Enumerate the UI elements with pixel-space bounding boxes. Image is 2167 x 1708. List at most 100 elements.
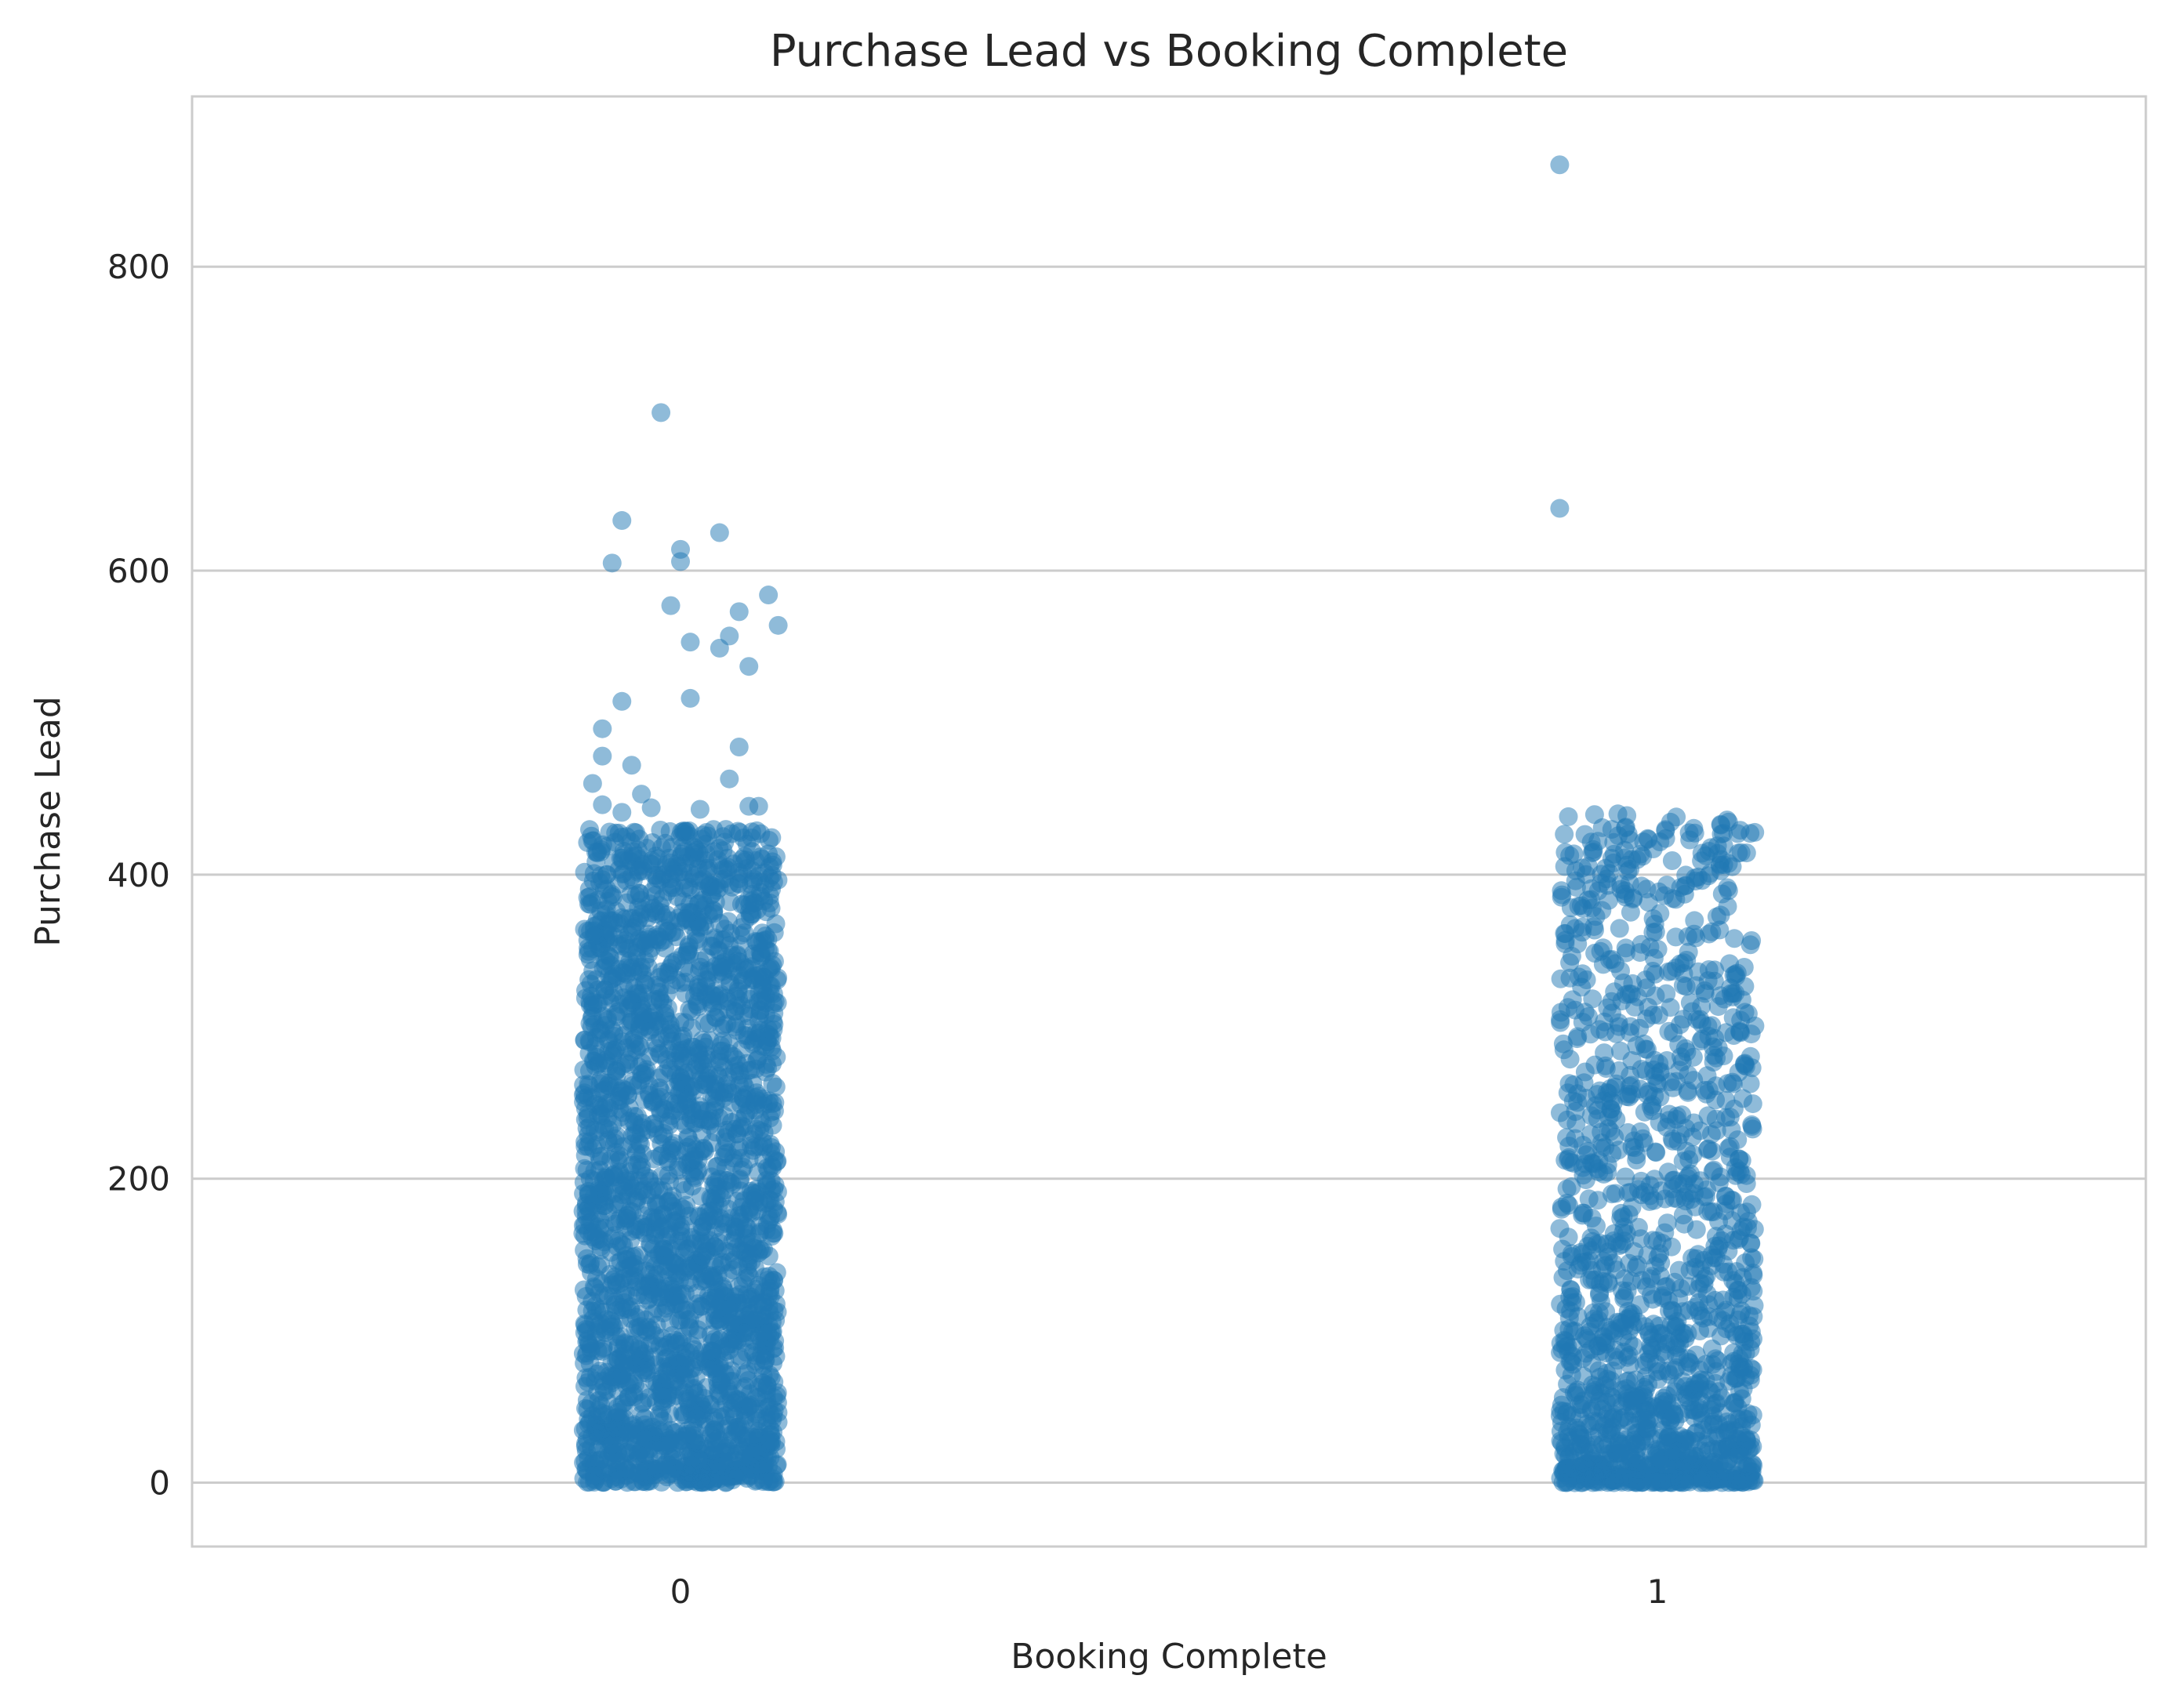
- data-point: [638, 930, 658, 949]
- data-point: [733, 1073, 753, 1092]
- data-point: [1742, 931, 1762, 950]
- data-point: [1614, 1289, 1634, 1308]
- data-point: [680, 963, 699, 983]
- data-point: [1639, 1325, 1659, 1344]
- data-point: [702, 1472, 722, 1492]
- data-point: [637, 908, 657, 928]
- data-point: [1735, 1053, 1755, 1073]
- data-point: [659, 1166, 678, 1185]
- data-point: [1608, 804, 1628, 824]
- data-point: [1655, 886, 1674, 905]
- data-point: [652, 838, 671, 858]
- y-tick-label: 200: [107, 1160, 170, 1199]
- data-point: [1743, 1119, 1762, 1139]
- data-point: [736, 985, 756, 1004]
- data-point: [670, 1293, 689, 1312]
- data-point: [612, 1192, 632, 1212]
- data-point: [688, 858, 708, 878]
- data-point: [1731, 1203, 1751, 1223]
- data-point: [1555, 1252, 1574, 1271]
- outlier-point: [690, 800, 710, 819]
- data-point: [1662, 851, 1682, 870]
- data-point: [742, 829, 761, 847]
- data-point: [652, 1329, 672, 1348]
- data-point: [1587, 1235, 1606, 1254]
- data-point: [657, 1348, 677, 1368]
- data-point: [684, 1426, 703, 1445]
- data-point: [621, 1013, 641, 1032]
- data-point: [1650, 1448, 1669, 1467]
- data-point: [1698, 1017, 1718, 1036]
- data-point: [629, 1132, 648, 1151]
- data-point: [1745, 822, 1765, 842]
- data-point: [1595, 1137, 1615, 1157]
- outlier-point: [612, 511, 632, 531]
- series-0: [573, 403, 788, 1492]
- data-point: [766, 914, 786, 934]
- data-point: [1555, 825, 1574, 844]
- data-point: [732, 850, 752, 869]
- data-point: [628, 1444, 648, 1463]
- data-point: [575, 1354, 594, 1373]
- data-point: [647, 875, 666, 894]
- data-point: [1559, 807, 1578, 826]
- data-point: [1603, 1103, 1622, 1122]
- data-point: [1637, 1009, 1657, 1028]
- data-point: [1744, 1329, 1762, 1349]
- data-point: [584, 1277, 604, 1296]
- data-point: [1668, 1189, 1687, 1209]
- data-point: [1603, 950, 1622, 969]
- data-point: [575, 862, 594, 882]
- data-point: [661, 1060, 681, 1079]
- data-point: [695, 1389, 714, 1408]
- data-point: [1716, 1091, 1736, 1110]
- data-point: [1737, 1166, 1756, 1185]
- data-point: [1595, 1056, 1615, 1075]
- data-point: [1725, 929, 1744, 948]
- data-point: [1594, 1327, 1613, 1346]
- data-point: [1583, 989, 1603, 1009]
- data-point: [1667, 807, 1686, 827]
- data-point: [1602, 849, 1621, 868]
- data-point: [638, 1318, 658, 1337]
- data-point: [652, 1472, 671, 1492]
- data-point: [1562, 946, 1581, 966]
- data-point: [749, 1046, 768, 1066]
- data-point: [759, 1246, 779, 1266]
- data-point: [1590, 1283, 1610, 1303]
- data-point: [1566, 1418, 1586, 1438]
- data-point: [676, 1115, 695, 1135]
- data-point: [580, 1169, 600, 1188]
- data-point: [1566, 1383, 1586, 1402]
- data-point: [1658, 1162, 1678, 1182]
- data-point: [728, 1124, 747, 1144]
- outlier-point: [710, 523, 729, 542]
- data-point: [1627, 1151, 1646, 1169]
- data-point: [1680, 993, 1700, 1013]
- data-point: [1683, 1145, 1703, 1164]
- data-point: [642, 854, 662, 874]
- data-point: [1603, 1253, 1623, 1273]
- data-point: [1678, 1324, 1697, 1344]
- data-point: [1616, 1167, 1635, 1187]
- data-point: [1610, 1464, 1629, 1484]
- data-point: [1669, 1035, 1689, 1054]
- data-point: [1562, 1177, 1581, 1196]
- data-point: [753, 980, 772, 999]
- data-point: [637, 1358, 656, 1377]
- data-point: [1604, 1224, 1624, 1243]
- data-point: [687, 1409, 706, 1428]
- data-point: [721, 973, 740, 992]
- data-point: [619, 1054, 639, 1074]
- data-point: [1701, 864, 1720, 883]
- data-point: [1551, 1103, 1570, 1122]
- data-point: [655, 938, 674, 958]
- data-point: [624, 1387, 644, 1407]
- data-point: [1644, 1060, 1663, 1079]
- data-point: [692, 1050, 712, 1070]
- data-point: [672, 1231, 691, 1251]
- data-point: [1733, 1344, 1752, 1363]
- data-point: [1667, 1338, 1686, 1357]
- data-point: [734, 1466, 753, 1485]
